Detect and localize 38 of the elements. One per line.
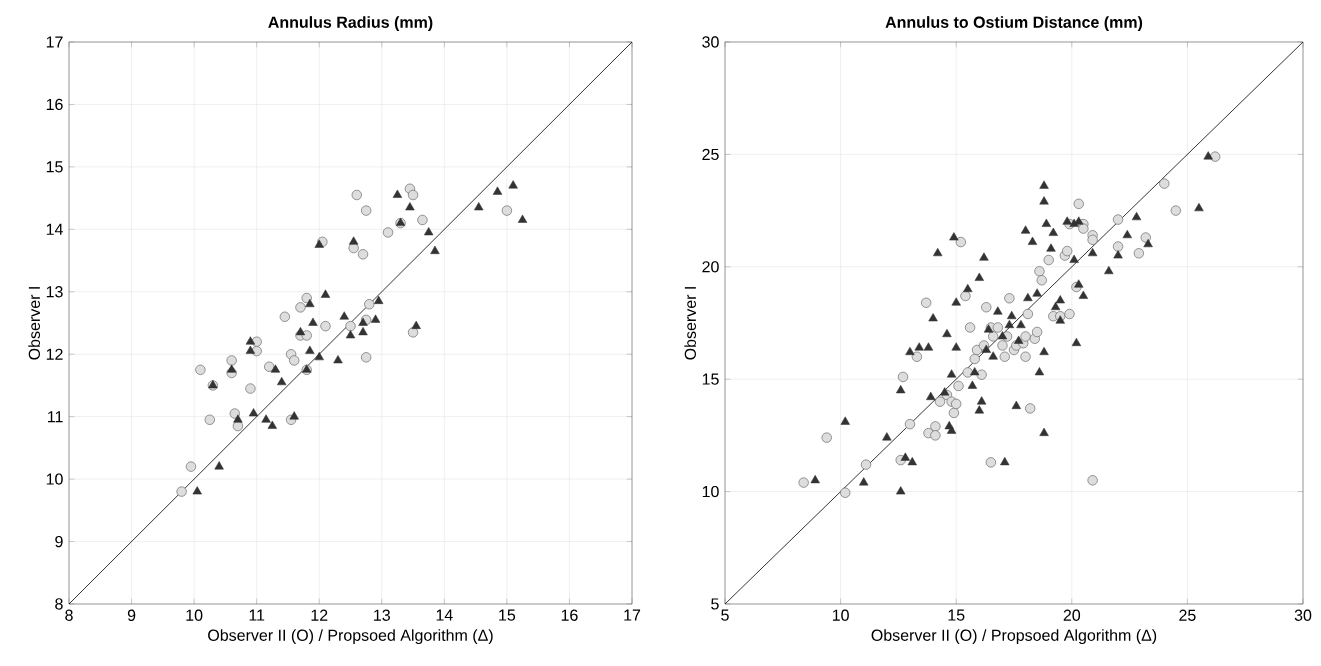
y-axis-title: Observer I (28, 287, 40, 360)
x-tick-label: 25 (1179, 609, 1196, 621)
x-axis-title: Observer II (O) / Propsoed Algorithm (Δ) (871, 629, 1157, 645)
y-tick-label: 14 (46, 223, 63, 235)
x-tick-label: 30 (1294, 609, 1312, 621)
y-tick-label: 10 (702, 485, 719, 498)
y-tick-label: 5 (711, 598, 719, 610)
y-tick-label: 10 (46, 473, 63, 485)
x-tick-label: 11 (249, 609, 265, 621)
y-tick-label: 20 (702, 261, 719, 273)
x-tick-label: 15 (948, 609, 965, 621)
x-tick-label: 14 (436, 609, 453, 621)
x-tick-label: 12 (311, 609, 328, 621)
y-tick-label: 9 (55, 535, 63, 548)
y-tick-label: 30 (702, 36, 719, 48)
y-tick-label: 13 (46, 286, 63, 298)
y-tick-label: 15 (702, 373, 719, 385)
x-tick-label: 9 (127, 609, 136, 621)
chart-title: Annulus to Ostium Distance (mm) (885, 16, 1143, 32)
y-tick-label: 16 (46, 98, 63, 111)
chart-title: Annulus Radius (mm) (268, 16, 433, 32)
y-tick-label: 25 (702, 148, 719, 161)
x-axis-title: Observer II (O) / Propsoed Algorithm (Δ) (208, 629, 493, 645)
x-tick-label: 10 (832, 609, 849, 621)
y-tick-label: 15 (46, 161, 63, 173)
x-tick-label: 16 (561, 609, 578, 621)
x-tick-label: 15 (499, 609, 516, 621)
x-tick-label: 10 (186, 609, 203, 621)
y-tick-label: 17 (46, 36, 63, 48)
x-tick-label: 5 (721, 609, 729, 621)
y-axis-title: Observer I (684, 287, 696, 360)
x-tick-label: 20 (1063, 609, 1081, 621)
y-tick-label: 8 (55, 598, 63, 610)
x-tick-label: 13 (374, 609, 390, 621)
y-tick-label: 11 (48, 411, 63, 423)
y-tick-label: 12 (46, 348, 63, 360)
x-tick-label: 8 (65, 609, 73, 621)
x-tick-label: 17 (624, 609, 641, 621)
